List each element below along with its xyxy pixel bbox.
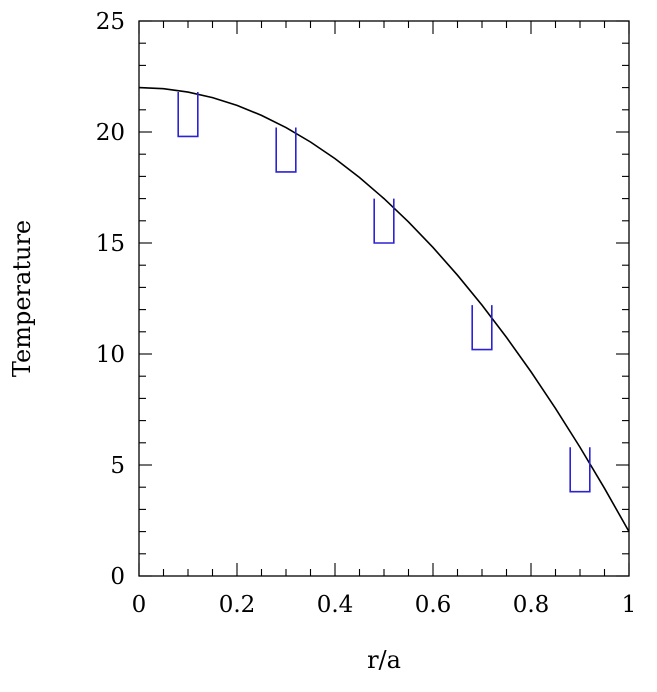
x-tick-label: 0 — [132, 592, 147, 618]
data-bin — [373, 198, 395, 244]
x-tick-label: 0.6 — [415, 592, 452, 618]
plot-frame — [138, 20, 630, 577]
data-bin — [177, 92, 199, 138]
y-tick-label: 25 — [96, 9, 125, 35]
data-bin — [471, 305, 493, 351]
ticks-layer — [138, 20, 630, 577]
x-tick-label: 0.8 — [513, 592, 550, 618]
x-tick-label: 0.2 — [219, 592, 256, 618]
y-tick-label: 5 — [110, 453, 125, 479]
x-tick-label: 1 — [622, 592, 637, 618]
y-tick-label: 0 — [110, 564, 125, 590]
y-tick-label: 20 — [96, 120, 125, 146]
x-axis-label: r/a — [367, 646, 401, 674]
x-tick-label: 0.4 — [317, 592, 354, 618]
y-axis-label: Temperature — [8, 220, 36, 377]
y-tick-label: 15 — [96, 231, 125, 257]
model-curve — [138, 86, 630, 532]
data-bin — [569, 447, 591, 493]
y-tick-label: 10 — [96, 342, 125, 368]
series-layer — [138, 86, 630, 532]
data-bin — [275, 127, 297, 173]
